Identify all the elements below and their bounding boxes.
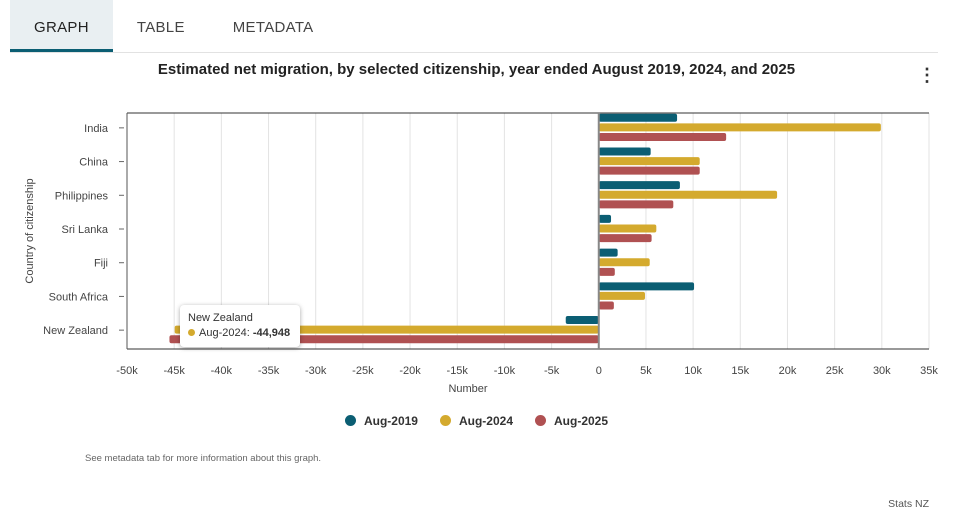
x-tick-label: -20k (399, 365, 421, 377)
x-tick-label: -15k (447, 365, 469, 377)
y-tick-label: China (79, 157, 109, 169)
bar-aug-2025 (598, 166, 700, 175)
x-tick-label: -35k (258, 365, 280, 377)
bar-aug-2024 (598, 291, 645, 300)
y-tick-label: Philippines (55, 190, 109, 202)
tab-metadata[interactable]: METADATA (232, 19, 314, 36)
legend-label: Aug-2019 (363, 414, 418, 428)
tooltip: New Zealand Aug-2024: -44,948 (180, 305, 301, 347)
chart-svg: -50k -45k -40k -35k -30k -25k -20k -15k -10k -5k 0… (24, 112, 938, 395)
bar-aug-2024 (598, 258, 650, 267)
bar-aug-2024 (598, 123, 881, 132)
y-tick-label: South Africa (49, 291, 109, 303)
tab-graph[interactable]: GRAPH (10, 0, 113, 52)
x-tick-label: -10k (494, 365, 516, 377)
x-tick-label: 35k (920, 365, 938, 377)
tooltip-dot (188, 329, 195, 336)
x-tick-label: -50k (116, 365, 138, 377)
x-tick-label: -30k (305, 365, 327, 377)
x-tick-label: 5k (640, 365, 652, 377)
bar-aug-2025 (598, 132, 727, 141)
x-tick-label: 0 (596, 365, 602, 377)
chart-title: Estimated net migration, by selected cit… (157, 61, 796, 78)
legend-dot (439, 415, 451, 426)
bar-aug-2019 (565, 316, 599, 325)
legend: Aug-2019 Aug-2024 Aug-2025 (0, 414, 953, 428)
bar-aug-2024 (598, 190, 778, 199)
y-axis-title: Country of citizenship (24, 178, 36, 283)
bar-aug-2024 (598, 157, 700, 166)
bar-aug-2025 (598, 267, 615, 276)
bar-aug-2025 (598, 234, 652, 243)
x-tick-label: -5k (544, 365, 560, 377)
bar-aug-2025 (598, 200, 674, 209)
x-tick-label: -45k (163, 365, 185, 377)
x-tick-label: 15k (731, 365, 749, 377)
x-tick-label: -40k (211, 365, 233, 377)
x-tick-label: 25k (826, 365, 844, 377)
bar-aug-2024 (598, 224, 657, 233)
y-tick-label: Sri Lanka (62, 224, 109, 236)
legend-item[interactable]: Aug-2025 (535, 414, 608, 428)
tooltip-category: New Zealand (188, 312, 253, 324)
legend-item[interactable]: Aug-2024 (439, 414, 514, 428)
y-tick-label: New Zealand (43, 325, 108, 337)
bar-aug-2025 (598, 301, 614, 310)
bar-aug-2019 (598, 147, 651, 156)
bar-aug-2019 (598, 181, 680, 190)
y-tick-label: India (84, 123, 109, 135)
x-tick-label: 10k (684, 365, 702, 377)
legend-dot (344, 415, 356, 426)
x-tick-label: 30k (873, 365, 891, 377)
tooltip-series: Aug-2024 (199, 327, 247, 339)
legend-label: Aug-2025 (554, 414, 609, 428)
x-tick-label: 20k (779, 365, 797, 377)
kebab-menu-icon[interactable]: ⋮ (918, 65, 936, 85)
x-tick-label: -25k (352, 365, 374, 377)
tab-table[interactable]: TABLE (136, 19, 185, 36)
metadata-note: See metadata tab for more information ab… (85, 453, 322, 464)
bar-aug-2019 (598, 214, 612, 223)
x-axis-title: Number (448, 383, 487, 395)
view-tabs: GRAPH TABLE METADATA (10, 0, 938, 53)
credit: Stats NZ (888, 498, 929, 510)
legend-label: Aug-2024 (458, 414, 514, 428)
legend-dot (535, 415, 547, 426)
bar-aug-2019 (598, 282, 695, 291)
tooltip-value: -44,948 (252, 327, 291, 339)
legend-item[interactable]: Aug-2019 (344, 414, 418, 428)
bar-aug-2019 (598, 248, 618, 257)
bar-aug-2019 (598, 113, 678, 122)
y-tick-label: Fiji (94, 258, 108, 270)
